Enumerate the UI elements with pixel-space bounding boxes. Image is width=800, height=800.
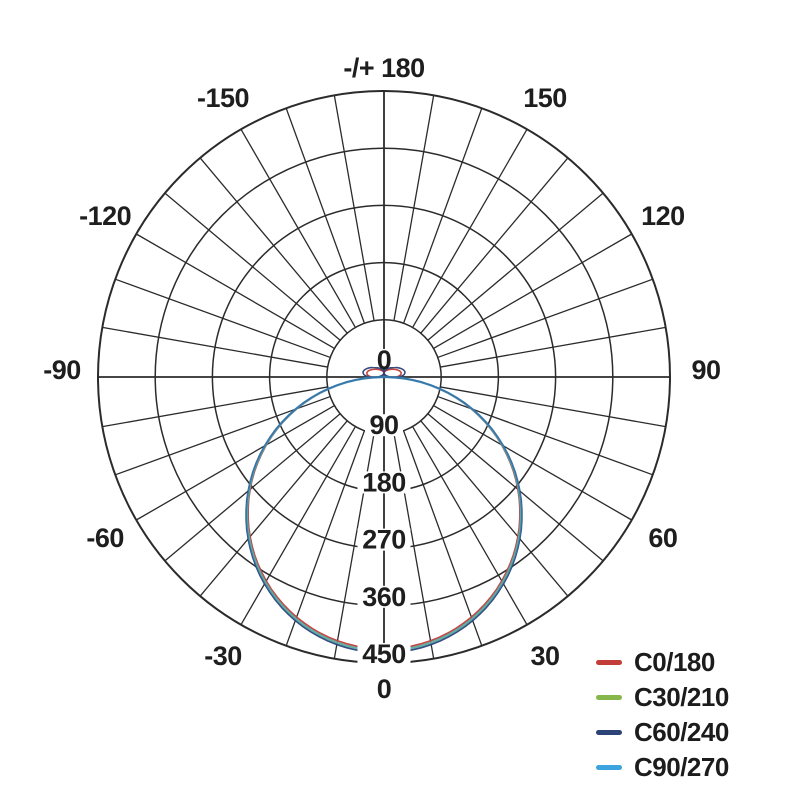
legend-swatch-c60-240 bbox=[596, 730, 622, 735]
grid-spoke bbox=[393, 95, 435, 321]
angle-tick-label--120: -120 bbox=[79, 201, 131, 231]
legend-item-c30-210: C30/210 bbox=[596, 680, 729, 715]
grid-spoke bbox=[393, 433, 435, 659]
grid-spoke bbox=[240, 426, 356, 626]
grid-spoke bbox=[199, 157, 348, 334]
radial-label-mask bbox=[365, 414, 403, 437]
grid-spoke bbox=[440, 326, 666, 368]
grid-spoke bbox=[412, 426, 528, 626]
grid-spoke bbox=[285, 430, 366, 646]
grid-spoke bbox=[427, 413, 604, 562]
grid-spoke bbox=[427, 192, 604, 341]
grid-spoke bbox=[164, 413, 341, 562]
grid-spoke bbox=[102, 386, 328, 428]
legend: C0/180 C30/210 C60/240 C90/270 bbox=[596, 645, 729, 785]
angle-tick-label-120: 120 bbox=[641, 201, 685, 231]
legend-label-c0-180: C0/180 bbox=[634, 647, 715, 677]
legend-swatch-c0-180 bbox=[596, 660, 622, 665]
legend-item-c60-240: C60/240 bbox=[596, 715, 729, 750]
radial-tick-label-180: 180 bbox=[362, 467, 406, 497]
grid-spoke bbox=[333, 433, 375, 659]
grid-spoke bbox=[240, 128, 356, 328]
grid-spoke bbox=[420, 420, 569, 597]
angle-tick-label--90: -90 bbox=[43, 355, 81, 385]
radial-label-mask bbox=[357, 643, 411, 665]
grid-spoke bbox=[402, 430, 483, 646]
grid-spoke bbox=[285, 108, 366, 324]
legend-label-c90-270: C90/270 bbox=[634, 752, 729, 782]
legend-swatch-c90-270 bbox=[596, 765, 622, 770]
angle-tick-label-0: 0 bbox=[377, 674, 392, 704]
angle-tick-label-60: 60 bbox=[648, 523, 677, 553]
radial-tick-label-270: 270 bbox=[362, 525, 406, 555]
grid-spoke bbox=[199, 420, 348, 597]
radial-tick-label-450: 450 bbox=[362, 639, 406, 669]
grid-spoke bbox=[420, 157, 569, 334]
grid-spoke bbox=[433, 233, 633, 349]
grid-spoke bbox=[412, 128, 528, 328]
grid-spoke bbox=[115, 278, 331, 359]
legend-label-c60-240: C60/240 bbox=[634, 717, 729, 747]
angle-tick-label-90: 90 bbox=[691, 355, 720, 385]
radial-tick-label-360: 360 bbox=[362, 582, 406, 612]
legend-label-c30-210: C30/210 bbox=[634, 682, 729, 712]
grid-spoke bbox=[433, 405, 633, 521]
radial-label-mask bbox=[357, 471, 411, 494]
radial-label-mask bbox=[357, 585, 411, 608]
radial-label-mask bbox=[357, 528, 411, 551]
angle-tick-label--30: -30 bbox=[204, 641, 242, 671]
radial-tick-label-90: 90 bbox=[369, 410, 398, 440]
grid-spoke bbox=[333, 95, 375, 321]
legend-swatch-c30-210 bbox=[596, 695, 622, 700]
grid-spoke bbox=[135, 233, 335, 349]
angle-tick-label-30: 30 bbox=[530, 641, 559, 671]
grid-spoke bbox=[402, 108, 483, 324]
grid-spoke bbox=[440, 386, 666, 428]
angle-tick-label-150: 150 bbox=[523, 83, 567, 113]
angle-tick-label--60: -60 bbox=[86, 523, 124, 553]
legend-item-c90-270: C90/270 bbox=[596, 750, 729, 785]
grid-spoke bbox=[437, 278, 653, 359]
legend-item-c0-180: C0/180 bbox=[596, 645, 729, 680]
grid-spoke bbox=[135, 405, 335, 521]
angle-tick-label--+180: -/+ 180 bbox=[343, 53, 424, 83]
grid-spoke bbox=[102, 326, 328, 368]
angle-tick-label--150: -150 bbox=[197, 83, 249, 113]
radial-tick-label-0: 0 bbox=[377, 345, 392, 375]
radial-label-mask bbox=[372, 349, 396, 367]
grid-spoke bbox=[164, 192, 341, 341]
